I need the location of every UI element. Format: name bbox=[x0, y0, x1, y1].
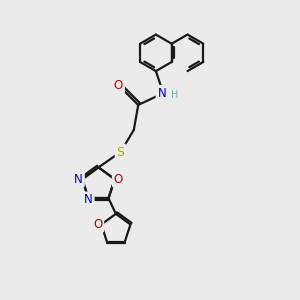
Text: N: N bbox=[74, 173, 83, 186]
Text: O: O bbox=[93, 218, 102, 231]
Text: N: N bbox=[84, 193, 93, 206]
Text: H: H bbox=[171, 90, 178, 100]
Text: O: O bbox=[114, 79, 123, 92]
Text: O: O bbox=[114, 173, 123, 186]
Text: N: N bbox=[158, 87, 166, 100]
Text: S: S bbox=[117, 146, 124, 159]
